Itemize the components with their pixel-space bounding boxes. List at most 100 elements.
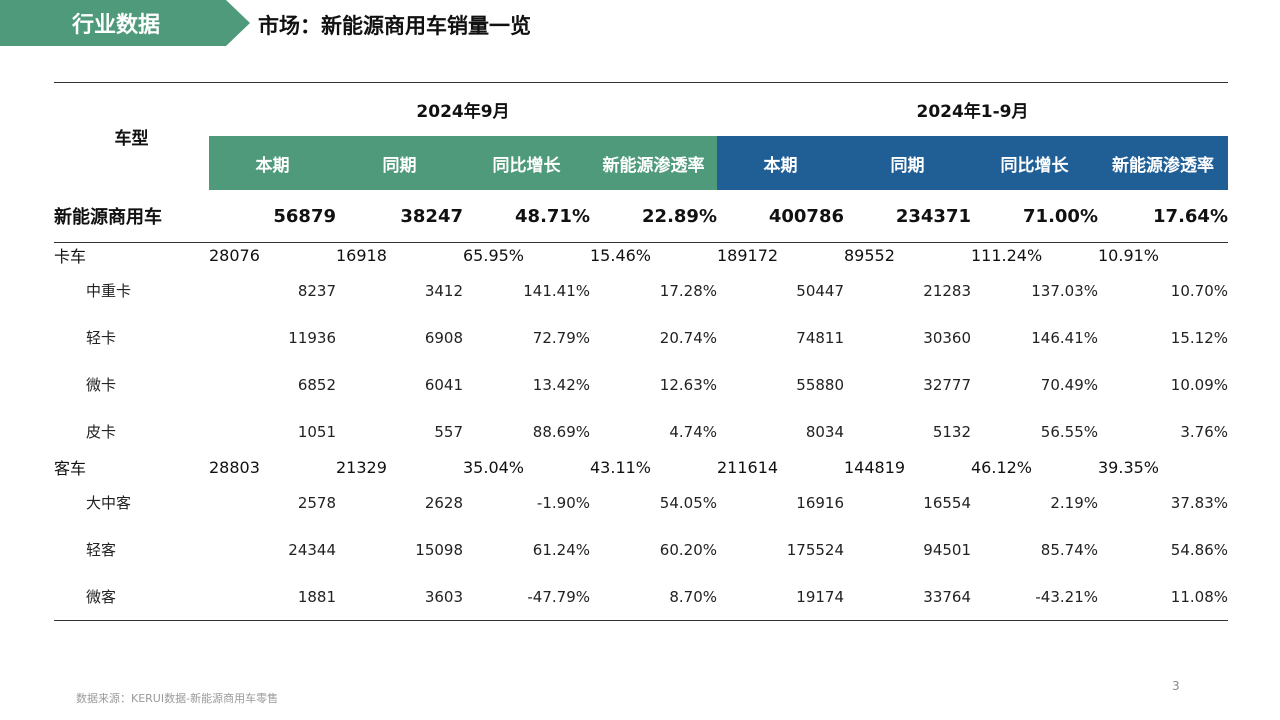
table-cell: 17.64% — [1098, 190, 1228, 243]
table-cell: 234371 — [844, 190, 971, 243]
row-header: 车型 — [114, 129, 149, 149]
sub-header-ytd-2: 同比增长 — [971, 136, 1098, 190]
row-label: 中重卡 — [86, 282, 132, 300]
sub-header-month-2: 同比增长 — [463, 136, 590, 190]
row-label: 客车 — [54, 459, 87, 478]
table-cell: 50447 — [796, 281, 844, 300]
table-cell: 28076 — [209, 245, 260, 265]
table-cell: 211614 — [717, 457, 779, 477]
table-cell: 1051 — [297, 422, 336, 441]
table-cell: 4.74% — [669, 422, 717, 441]
table-row: 卡车 28076 16918 65.95% 15.46% 189172 89552 111.2… — [54, 243, 1228, 268]
table-row: 皮卡 1051 557 88.69% 4.74% 8034 5132 56.55% 3.76% — [54, 408, 1228, 455]
sub-header-ytd-0: 本期 — [717, 136, 844, 190]
table-cell: 137.03% — [1031, 281, 1098, 300]
table-cell: 32777 — [923, 375, 971, 394]
table-cell: 20.74% — [659, 328, 717, 347]
table-cell: 43.11% — [590, 457, 652, 477]
table-cell: 189172 — [717, 245, 779, 265]
table-cell: 46.12% — [971, 457, 1033, 477]
table-row: 大中客 2578 2628 -1.90% 54.05% 16916 16554 2.19% 37… — [54, 479, 1228, 526]
table-cell: -1.90% — [536, 493, 590, 512]
table-cell: 10.70% — [1170, 281, 1228, 300]
page-number: 3 — [1172, 679, 1180, 693]
table-cell: 60.20% — [659, 540, 717, 559]
table-cell: 22.89% — [590, 190, 717, 243]
table-cell: 400786 — [717, 190, 844, 243]
table-cell: 37.83% — [1170, 493, 1228, 512]
period-header-ytd: 2024年1-9月 — [916, 102, 1029, 122]
table-cell: 8237 — [297, 281, 336, 300]
table-cell: 2578 — [297, 493, 336, 512]
table-cell: 8034 — [805, 422, 844, 441]
table-cell: 3412 — [424, 281, 463, 300]
sub-header-ytd-3: 新能源渗透率 — [1098, 136, 1228, 190]
table-cell: 19174 — [717, 573, 844, 621]
table-cell: 54.05% — [659, 493, 717, 512]
table-cell: 6041 — [424, 375, 463, 394]
table-cell: 8.70% — [590, 573, 717, 621]
table-row: 轻客 24344 15098 61.24% 60.20% 175524 94501 85.74… — [54, 526, 1228, 573]
table-cell: 6852 — [297, 375, 336, 394]
table-cell: 141.41% — [523, 281, 590, 300]
table-cell: 10.09% — [1170, 375, 1228, 394]
table-cell: 56879 — [209, 190, 336, 243]
table-cell: 6908 — [424, 328, 463, 347]
table-cell: 35.04% — [463, 457, 525, 477]
table-cell: 28803 — [209, 457, 260, 477]
sub-header-month-0: 本期 — [209, 136, 336, 190]
row-label: 微卡 — [86, 376, 117, 394]
table-cell: 72.79% — [532, 328, 590, 347]
table-cell: 70.49% — [1040, 375, 1098, 394]
table-cell: 11936 — [288, 328, 336, 347]
table-cell: 48.71% — [463, 190, 590, 243]
sub-header-ytd-1: 同期 — [844, 136, 971, 190]
table-cell: 10.91% — [1098, 245, 1160, 265]
table-cell: 33764 — [844, 573, 971, 621]
table-cell: 24344 — [288, 540, 336, 559]
row-label: 皮卡 — [86, 423, 117, 441]
section-tag: 行业数据 — [0, 0, 250, 46]
table-cell: 85.74% — [1040, 540, 1098, 559]
table-cell: 2.19% — [1050, 493, 1098, 512]
table-cell: 71.00% — [971, 190, 1098, 243]
sub-header-month-1: 同期 — [336, 136, 463, 190]
table-cell: 55880 — [796, 375, 844, 394]
row-label: 卡车 — [54, 247, 87, 266]
table-cell: 61.24% — [532, 540, 590, 559]
row-label: 新能源商用车 — [54, 190, 209, 243]
table-cell: 5132 — [932, 422, 971, 441]
table-cell: 65.95% — [463, 245, 525, 265]
table-row: 轻卡 11936 6908 72.79% 20.74% 74811 30360 146.41%… — [54, 314, 1228, 361]
table-cell: 1881 — [209, 573, 336, 621]
sub-header-month-3: 新能源渗透率 — [590, 136, 717, 190]
table-cell: 94501 — [923, 540, 971, 559]
table-cell: 15.12% — [1170, 328, 1228, 347]
row-label: 微客 — [54, 573, 209, 621]
table-cell: 39.35% — [1098, 457, 1160, 477]
table-cell: 38247 — [336, 190, 463, 243]
table-cell: 3603 — [336, 573, 463, 621]
table-cell: -43.21% — [971, 573, 1098, 621]
table-cell: 74811 — [796, 328, 844, 347]
table-cell: 54.86% — [1170, 540, 1228, 559]
row-label: 轻卡 — [86, 329, 117, 347]
row-label: 轻客 — [86, 541, 117, 559]
period-header-month: 2024年9月 — [416, 102, 510, 122]
table-cell: 21329 — [336, 457, 387, 477]
table-cell: 3.76% — [1180, 422, 1228, 441]
table-cell: 15098 — [415, 540, 463, 559]
table-cell: 56.55% — [1040, 422, 1098, 441]
table-cell: 111.24% — [971, 245, 1043, 265]
table-row: 客车 28803 21329 35.04% 43.11% 211614 144819 46.1… — [54, 455, 1228, 479]
table-cell: 16918 — [336, 245, 387, 265]
table-cell: 16916 — [796, 493, 844, 512]
table-cell: 12.63% — [659, 375, 717, 394]
row-label: 大中客 — [86, 494, 132, 512]
table-cell: 89552 — [844, 245, 895, 265]
table-cell: 17.28% — [659, 281, 717, 300]
table-row: 新能源商用车 56879 38247 48.71% 22.89% 400786 234371… — [54, 190, 1228, 243]
table-cell: -47.79% — [463, 573, 590, 621]
table-cell: 88.69% — [532, 422, 590, 441]
table-cell: 30360 — [923, 328, 971, 347]
